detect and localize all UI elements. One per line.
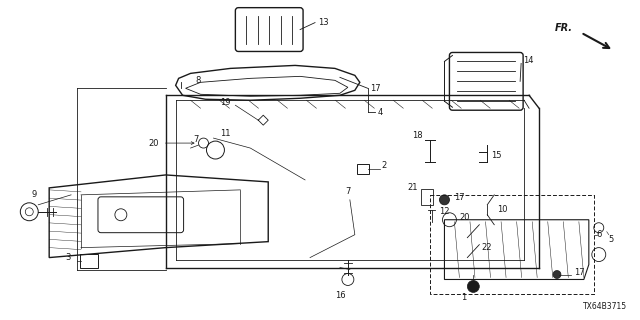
Text: FR.: FR.: [555, 23, 573, 33]
Text: 20: 20: [460, 213, 470, 222]
Circle shape: [553, 270, 561, 278]
Text: TX64B3715: TX64B3715: [582, 302, 627, 311]
Text: 7: 7: [345, 187, 351, 196]
Text: 17: 17: [454, 193, 465, 202]
Text: 13: 13: [318, 18, 328, 27]
Text: 7: 7: [193, 135, 198, 144]
Text: 8: 8: [196, 76, 201, 85]
Text: 17: 17: [370, 84, 380, 93]
Text: 10: 10: [497, 205, 508, 214]
Text: 20: 20: [148, 139, 159, 148]
Text: 19: 19: [220, 98, 230, 107]
Text: 1: 1: [461, 293, 467, 302]
Text: 11: 11: [220, 129, 231, 138]
Circle shape: [440, 195, 449, 205]
Text: 4: 4: [378, 108, 383, 117]
Text: 2: 2: [381, 162, 387, 171]
Text: 21: 21: [407, 183, 417, 192]
Text: 5: 5: [609, 235, 614, 244]
Text: 18: 18: [412, 131, 422, 140]
Circle shape: [467, 280, 479, 292]
Text: 22: 22: [481, 243, 492, 252]
Text: 14: 14: [523, 56, 534, 65]
Text: 17: 17: [574, 268, 584, 277]
Text: 16: 16: [335, 292, 345, 300]
Text: 12: 12: [440, 207, 450, 216]
Text: 15: 15: [492, 150, 502, 160]
Text: 6: 6: [596, 230, 602, 239]
Text: 3: 3: [66, 253, 71, 262]
Text: 9: 9: [31, 190, 36, 199]
